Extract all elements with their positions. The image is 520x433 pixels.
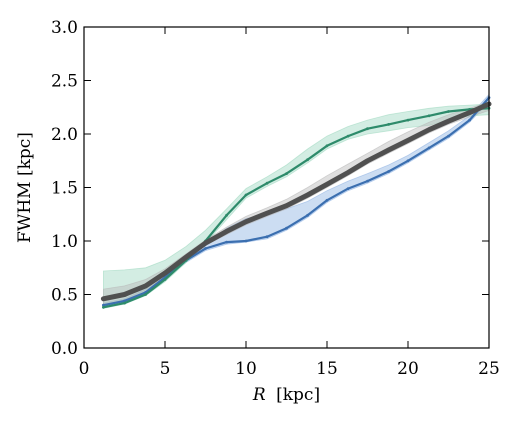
series-3-point xyxy=(346,171,350,174)
series-2-point xyxy=(225,213,229,217)
series-3-point xyxy=(184,255,188,259)
y-tick-label: 1.0 xyxy=(51,232,78,252)
series-1-point xyxy=(346,187,350,191)
series-3-point xyxy=(427,128,431,131)
series-2-point xyxy=(346,134,350,138)
y-tick-label: 1.5 xyxy=(51,179,78,199)
series-1-point xyxy=(325,198,329,202)
series-3-point xyxy=(144,284,147,288)
series-2-point xyxy=(325,144,329,148)
series-1-point xyxy=(406,159,410,163)
series-1-point xyxy=(123,299,126,303)
series-lines xyxy=(100,96,492,309)
series-2-point xyxy=(265,181,269,185)
y-tick-label: 3.0 xyxy=(51,18,78,38)
series-3-point xyxy=(265,212,269,215)
series-3-point xyxy=(225,230,228,233)
series-2-point xyxy=(366,127,369,131)
x-axis-label: R [kpc] xyxy=(252,385,320,405)
x-tick-label: 15 xyxy=(316,359,338,379)
series-3-point xyxy=(285,204,288,207)
series-1-line xyxy=(102,96,491,307)
x-tick-label: 20 xyxy=(397,359,419,379)
series-2-point xyxy=(123,301,126,305)
x-axis-ticks: 0 5 10 15 20 25 xyxy=(79,27,500,379)
series-1-point xyxy=(387,170,390,173)
series-3-point xyxy=(204,241,207,245)
series-1-point xyxy=(366,179,369,183)
x-tick-label: 5 xyxy=(160,359,171,379)
series-1-point xyxy=(447,134,450,138)
series-2-point xyxy=(285,172,288,176)
series-1-point xyxy=(285,226,288,230)
series-2-point xyxy=(102,305,105,309)
x-tick-label: 25 xyxy=(478,359,500,379)
series-2-point xyxy=(447,110,450,113)
series-2-point xyxy=(387,123,390,126)
series-3-point xyxy=(468,111,471,114)
series-3-point xyxy=(244,220,248,223)
series-1-point xyxy=(102,303,105,307)
series-1-point xyxy=(306,213,309,217)
series-2-point xyxy=(144,293,148,296)
series-2-line xyxy=(102,107,491,309)
x-tick-label: 0 xyxy=(79,359,90,379)
plot-frame xyxy=(83,26,490,349)
series-1-point xyxy=(225,240,229,244)
series-2-point xyxy=(306,158,309,162)
series-3-point xyxy=(447,120,450,123)
series-3-point xyxy=(163,271,167,275)
y-axis-ticks: 0.0 0.5 1.0 1.5 2.0 2.5 3.0 xyxy=(51,18,489,359)
y-tick-label: 2.0 xyxy=(51,125,78,145)
series-1-point xyxy=(265,235,269,239)
y-axis-label: FWHM [kpc] xyxy=(15,132,35,243)
series-2-point xyxy=(427,114,431,118)
series-3-point xyxy=(387,148,390,152)
series-3-line xyxy=(100,101,492,302)
x-axis-label-unit: [kpc] xyxy=(276,385,320,405)
series-2-point xyxy=(163,278,167,281)
series-1-point xyxy=(244,239,248,243)
x-axis-label-variable: R xyxy=(252,385,266,405)
series-3-point xyxy=(366,159,369,162)
series-1-point xyxy=(468,118,471,122)
series-3-point xyxy=(306,193,309,197)
series-2-point xyxy=(244,193,248,197)
series-2-point xyxy=(406,118,410,122)
y-tick-label: 0.5 xyxy=(51,286,78,306)
series-3-point xyxy=(102,297,105,300)
y-tick-label: 0.0 xyxy=(51,339,78,359)
x-tick-label: 10 xyxy=(235,359,257,379)
series-1-point xyxy=(427,146,431,150)
series-3-point xyxy=(406,139,410,142)
series-3-point xyxy=(325,183,329,186)
series-3-point xyxy=(123,293,126,296)
y-tick-label: 2.5 xyxy=(51,72,78,92)
series-1-point xyxy=(204,247,207,250)
